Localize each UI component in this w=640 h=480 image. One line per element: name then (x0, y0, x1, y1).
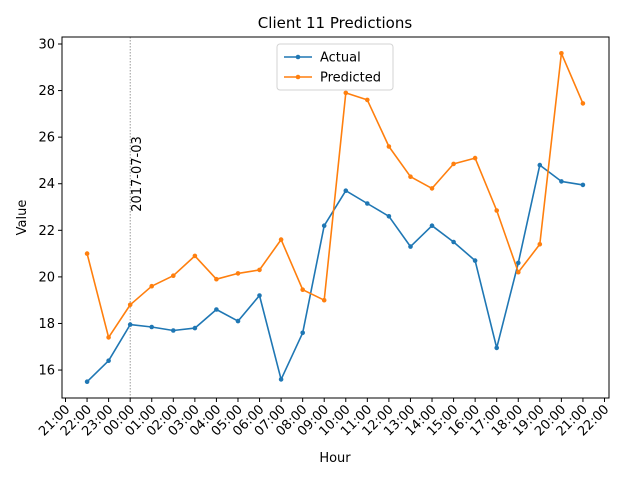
data-point-actual (343, 188, 349, 193)
legend-swatch-marker (295, 74, 301, 80)
data-point-actual (149, 324, 154, 330)
data-point-actual (559, 179, 564, 184)
data-point-predicted (106, 335, 111, 340)
legend-label: Predicted (320, 71, 381, 86)
data-point-predicted (300, 287, 306, 293)
data-point-predicted (84, 251, 90, 256)
data-point-actual (214, 307, 219, 312)
data-point-actual (408, 244, 413, 249)
y-tick-label: 22 (38, 224, 55, 239)
data-point-predicted (127, 302, 133, 308)
data-point-predicted (149, 283, 154, 289)
date-marker-label: 2017-07-03 (130, 136, 145, 212)
data-point-predicted (321, 297, 327, 303)
data-point-predicted (278, 237, 284, 242)
data-point-actual (365, 201, 370, 206)
data-point-actual (472, 258, 478, 263)
data-point-actual (235, 318, 241, 324)
data-point-actual (278, 377, 284, 382)
data-point-actual (300, 330, 306, 336)
data-point-predicted (343, 90, 349, 96)
plot-area (62, 37, 609, 398)
legend: Actual Predicted (276, 43, 394, 91)
data-point-predicted (494, 208, 500, 213)
data-point-actual (127, 322, 133, 327)
data-point-predicted (386, 144, 392, 149)
data-point-predicted (235, 271, 241, 276)
data-point-predicted (192, 253, 198, 259)
series-line-predicted (86, 52, 584, 339)
legend-swatch-marker (295, 54, 301, 60)
data-point-predicted (408, 174, 413, 179)
data-point-predicted (580, 101, 586, 106)
data-point-actual (84, 379, 90, 385)
data-point-actual (106, 358, 111, 364)
data-point-predicted (214, 276, 219, 282)
data-point-actual (386, 214, 392, 219)
y-tick-label: 24 (38, 177, 55, 192)
data-point-actual (192, 325, 198, 331)
y-tick-label: 30 (38, 37, 55, 52)
data-point-actual (451, 239, 456, 245)
series-line-actual (86, 164, 584, 383)
data-point-actual (429, 223, 435, 228)
y-tick-label: 16 (38, 364, 55, 379)
data-point-predicted (516, 269, 521, 275)
plot-frame (61, 36, 610, 399)
y-axis-title: Value (15, 200, 30, 236)
data-point-predicted (171, 273, 176, 279)
data-point-actual (537, 162, 543, 168)
chart-title: Client 11 Predictions (258, 14, 413, 32)
y-tick-label: 26 (38, 131, 55, 146)
data-point-actual (494, 345, 500, 351)
data-point-actual (257, 293, 262, 298)
x-axis-title: Hour (319, 451, 351, 466)
y-tick-label: 20 (38, 270, 55, 285)
data-point-predicted (257, 267, 262, 273)
data-point-predicted (559, 51, 564, 56)
legend-frame (276, 43, 394, 91)
data-point-predicted (537, 242, 543, 247)
data-point-actual (516, 260, 521, 266)
data-point-predicted (429, 186, 435, 191)
data-point-actual (321, 223, 327, 228)
legend-label: Actual (320, 51, 361, 66)
data-point-predicted (365, 97, 370, 103)
data-point-actual (580, 182, 586, 188)
data-point-predicted (451, 161, 456, 167)
data-point-actual (171, 328, 176, 333)
data-point-predicted (472, 155, 478, 161)
y-tick-label: 18 (38, 317, 55, 332)
y-tick-label: 28 (38, 84, 55, 99)
